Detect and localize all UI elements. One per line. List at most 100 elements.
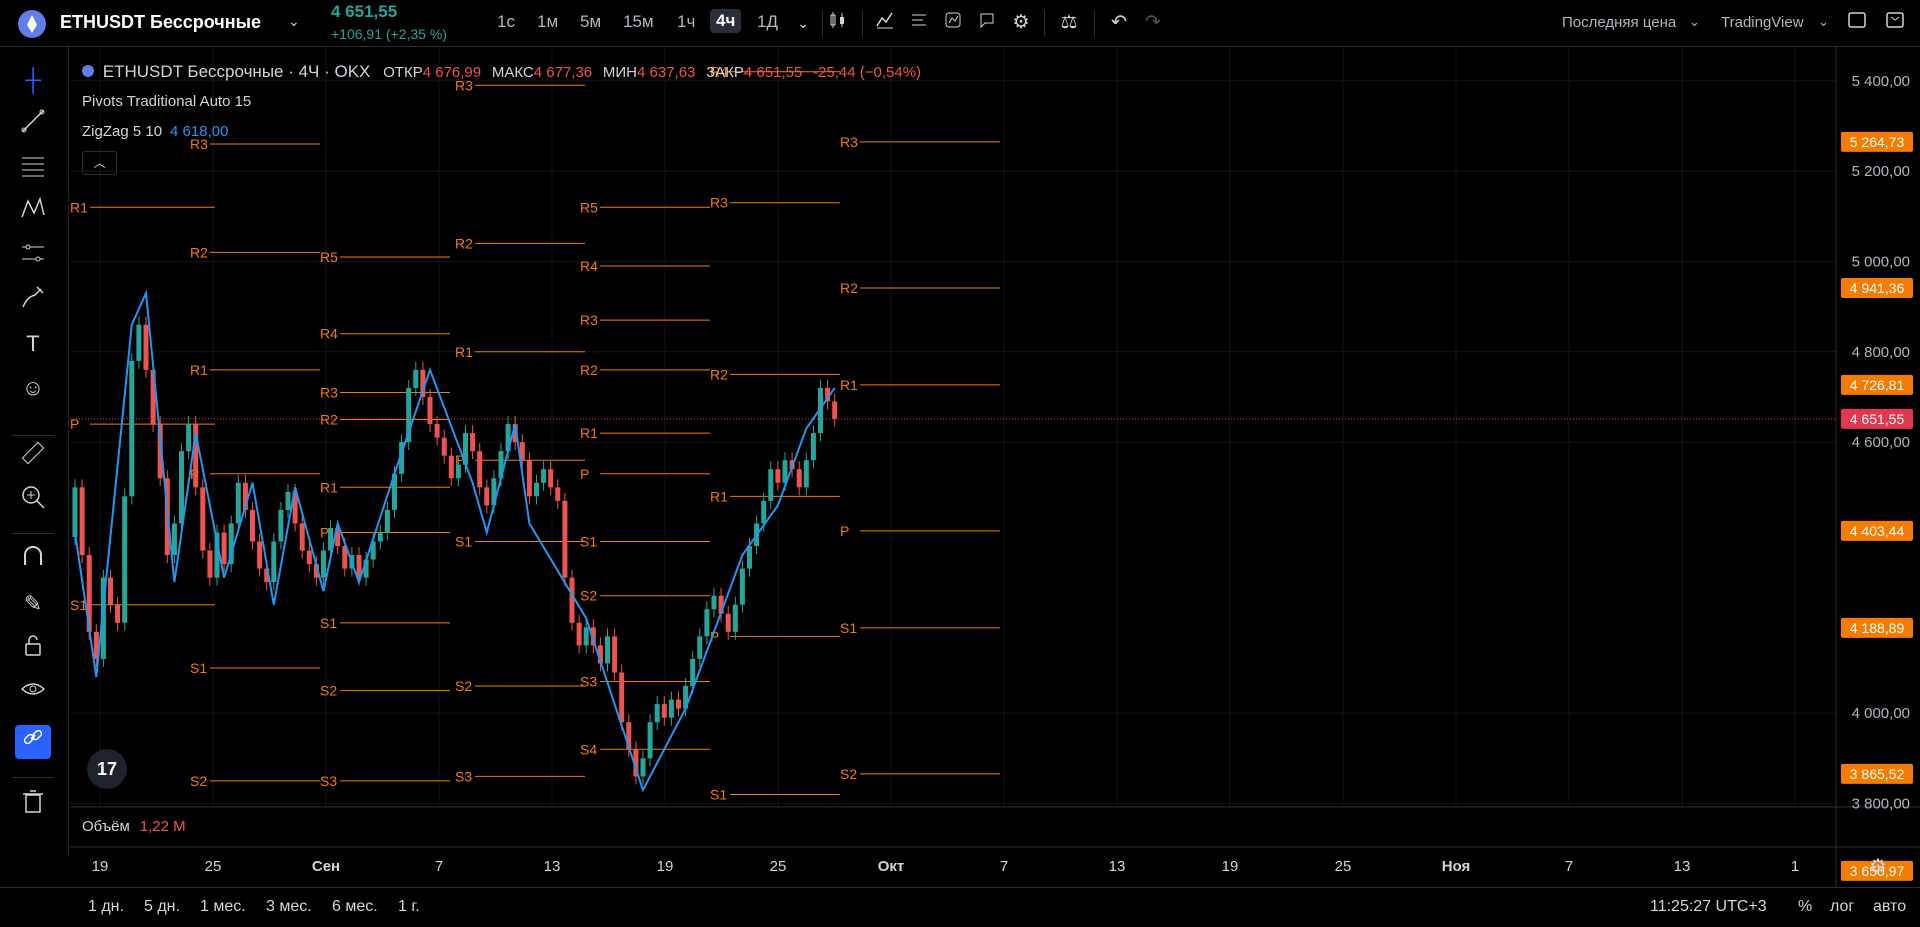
pivot-level-label: S1 [710, 786, 727, 802]
magnet-icon[interactable] [15, 543, 51, 577]
templates-icon[interactable] [906, 10, 932, 36]
time-axis-tick: 13 [1109, 858, 1126, 875]
candle-body [640, 758, 646, 777]
price-label-box [1841, 617, 1913, 638]
pivot-level-label: R3 [320, 384, 338, 400]
pivot-level-label: R2 [190, 244, 208, 260]
tradingview-logo-icon[interactable]: 17 [87, 749, 127, 789]
chevron-down-icon[interactable]: ⌄ [1818, 14, 1829, 29]
zigzag-legend[interactable]: ZigZag 5 10 4 618,00 [82, 123, 228, 140]
pivot-level-label: S1 [70, 597, 87, 613]
gear-icon[interactable]: ⚙ [1012, 12, 1030, 33]
text-icon[interactable]: T [26, 331, 40, 356]
range-1d[interactable]: 1 дн. [88, 898, 124, 915]
axis-settings-gear-icon[interactable]: ⚙ [1869, 856, 1887, 878]
auto-toggle[interactable]: авто [1873, 898, 1907, 915]
price-chart[interactable]: R1 P S1 R3 R2 R1 P S1 S2 R5 R4 R3 R2 R1 P S1 S2 S3 R3 R2 R1 P… [70, 47, 1920, 887]
log-toggle[interactable]: лог [1830, 898, 1855, 915]
fullscreen-icon[interactable] [1882, 11, 1908, 37]
candle-body [484, 487, 490, 506]
price-axis-tick: 4 600,00 [1852, 434, 1910, 451]
redo-icon[interactable]: ↷ [1145, 12, 1161, 33]
brush-icon[interactable] [15, 283, 51, 317]
pivot-level-label: R1 [455, 344, 473, 360]
eye-icon[interactable] [15, 675, 51, 709]
forecast-icon[interactable] [15, 239, 51, 273]
alert-icon[interactable] [940, 10, 966, 36]
price-label: 4 726,81 [1850, 377, 1905, 393]
pivot-level-label: R1 [320, 479, 338, 495]
window-icon[interactable] [1844, 11, 1870, 37]
fib-icon[interactable] [15, 151, 51, 185]
candles-icon[interactable] [825, 10, 851, 36]
chevron-down-icon[interactable]: ⌄ [1689, 14, 1700, 29]
range-3m[interactable]: 3 мес. [266, 898, 312, 915]
candle-body [590, 627, 596, 646]
replay-icon[interactable] [974, 10, 1000, 36]
symbol-name[interactable]: ETHUSDT Бессрочные [60, 12, 261, 32]
candle-body [818, 387, 823, 434]
open-value: 4 676,99 [422, 64, 482, 81]
chevron-down-icon[interactable]: ⌄ [288, 13, 300, 29]
divider [1094, 10, 1095, 36]
range-1m[interactable]: 1 мес. [200, 898, 246, 915]
trash-icon[interactable] [15, 787, 51, 821]
clock-timezone[interactable]: 11:25:27 UTC+3 [1650, 898, 1767, 915]
collapse-legend-button[interactable]: ︿ [82, 151, 117, 175]
percent-toggle[interactable]: % [1798, 898, 1813, 915]
drawing-toolbar: ┼ T ☺ ✎ [0, 47, 69, 855]
candle-body [732, 604, 738, 632]
candle-body [214, 532, 220, 578]
candle-body [832, 401, 838, 419]
pencil-lock-icon[interactable]: ✎ [23, 591, 43, 616]
volume-legend[interactable]: Объём 1,22 M [82, 818, 186, 835]
time-axis-tick: 13 [544, 858, 561, 875]
ruler-icon[interactable] [15, 439, 51, 473]
candle-body [420, 369, 426, 397]
pivot-level-label: R4 [710, 64, 728, 80]
candle-body [718, 595, 724, 614]
candle-body [477, 451, 483, 488]
price-label: 4 941,36 [1850, 280, 1905, 296]
crosshair-icon[interactable]: ┼ [25, 67, 41, 92]
pivot-level-label: R2 [840, 280, 858, 296]
legend-symbol[interactable]: ETHUSDT Бессрочные · 4Ч · OKX [102, 62, 371, 81]
price-label: 4 403,44 [1850, 523, 1905, 539]
pivot-level-label: S2 [190, 773, 207, 789]
pivot-level-label: S2 [320, 683, 337, 699]
tf-5m[interactable]: 5м [580, 12, 602, 31]
candle-body [392, 473, 397, 510]
lock-icon[interactable] [15, 631, 51, 665]
range-5d[interactable]: 5 дн. [144, 898, 180, 915]
pivots-legend[interactable]: Pivots Traditional Auto 15 [82, 93, 252, 110]
tf-1m[interactable]: 1м [537, 12, 559, 31]
undo-icon[interactable]: ↶ [1111, 12, 1127, 33]
range-6m[interactable]: 6 мес. [332, 898, 378, 915]
range-1y[interactable]: 1 г. [398, 898, 420, 915]
tf-4h[interactable]: 4ч [710, 9, 742, 33]
compare-icon[interactable]: ⚖ [1060, 12, 1078, 33]
emoji-icon[interactable]: ☺ [21, 375, 45, 400]
price-label: 5 264,73 [1850, 134, 1905, 150]
volume-label: Объём [82, 818, 130, 835]
link-icon[interactable] [15, 725, 51, 759]
indicators-icon[interactable] [872, 10, 898, 36]
price-type-select[interactable]: Последняя цена [1562, 14, 1677, 31]
candle-body [292, 491, 298, 524]
tf-1h[interactable]: 1ч [677, 12, 696, 31]
pattern-icon[interactable] [15, 195, 51, 229]
candle-body [441, 437, 447, 456]
tf-1d[interactable]: 1Д [757, 12, 778, 31]
tf-1s[interactable]: 1с [497, 12, 515, 31]
theme-select[interactable]: TradingView [1721, 14, 1804, 31]
tf-15m[interactable]: 15м [623, 12, 654, 31]
candle-body [406, 387, 412, 443]
open-label: ОТКР [383, 64, 423, 81]
candle-body [548, 469, 554, 488]
candle-body [363, 559, 369, 578]
trendline-icon[interactable] [15, 107, 51, 141]
zoom-in-icon[interactable] [15, 483, 51, 517]
pivot-level-label: S3 [580, 674, 597, 690]
chevron-down-icon[interactable]: ⌄ [797, 15, 809, 31]
current-price: 4 651,55 [331, 2, 398, 21]
